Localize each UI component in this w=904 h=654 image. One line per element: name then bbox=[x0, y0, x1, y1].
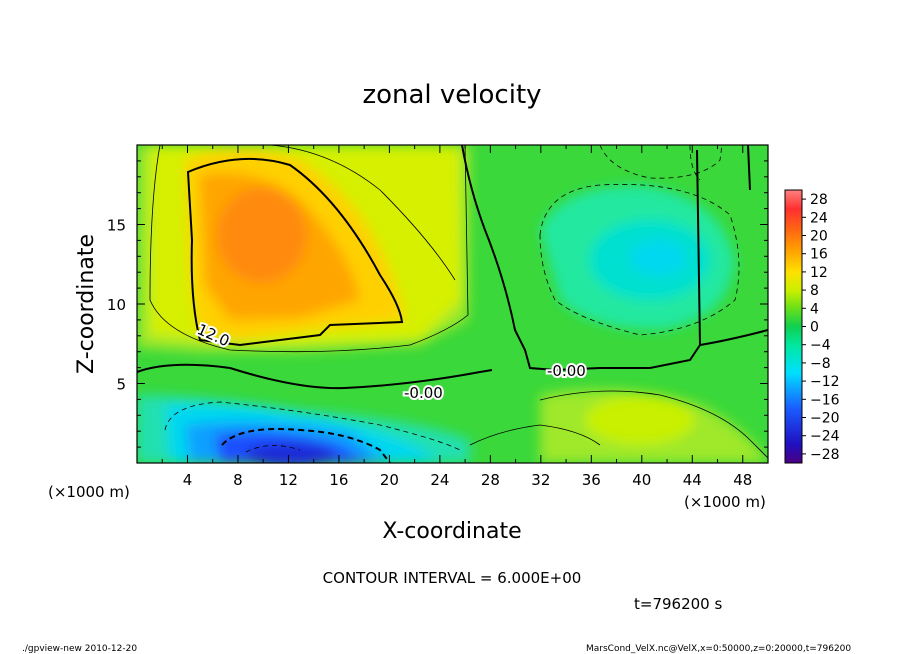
colorbar-tick-label: −4 bbox=[810, 338, 831, 354]
colorbar-tick-label: −28 bbox=[810, 447, 840, 463]
colorbar-tick-label: 12 bbox=[810, 265, 828, 281]
colorbar-tick-label: 8 bbox=[810, 283, 819, 299]
x-tick-label: 44 bbox=[683, 471, 702, 489]
x-tick-label: 28 bbox=[481, 471, 500, 489]
colorbar-tick-label: −8 bbox=[810, 356, 831, 372]
y-axis: 5 10 15 bbox=[107, 160, 768, 448]
contour-interval-text: CONTOUR INTERVAL = 6.000E+00 bbox=[323, 569, 582, 587]
heatmap-field bbox=[137, 145, 768, 463]
colorbar-tick-label: 0 bbox=[810, 320, 819, 336]
time-text: t=796200 s bbox=[634, 595, 722, 613]
x-tick-label: 32 bbox=[531, 471, 550, 489]
colorbar-tick-label: −20 bbox=[810, 411, 840, 427]
colorbar-tick-label: −16 bbox=[810, 392, 840, 408]
y-axis-label: Z-coordinate bbox=[74, 234, 99, 374]
colorbar-tick-label: 20 bbox=[810, 229, 828, 245]
y-tick-label: 10 bbox=[107, 296, 126, 314]
colorbar-tick-label: −12 bbox=[810, 374, 840, 390]
footer-left: ./gpview-new 2010-12-20 bbox=[22, 644, 137, 654]
x-axis: 4 8 12 16 20 24 28 32 36 40 44 48 bbox=[161, 145, 752, 489]
contour-label-zero-lower: -0.00 bbox=[404, 384, 443, 402]
x-tick-label: 4 bbox=[183, 471, 193, 489]
x-tick-label: 16 bbox=[329, 471, 348, 489]
contour-lines bbox=[137, 145, 768, 463]
x-tick-label: 24 bbox=[430, 471, 449, 489]
colorbar-scale bbox=[784, 189, 803, 464]
colorbar-tick-label: −24 bbox=[810, 429, 840, 445]
x-axis-label: X-coordinate bbox=[382, 519, 521, 544]
x-unit-label-left: (×1000 m) bbox=[48, 483, 130, 501]
contour-label-zero-right: -0.00 bbox=[547, 362, 586, 380]
x-tick-label: 8 bbox=[233, 471, 243, 489]
y-tick-label: 5 bbox=[116, 376, 126, 394]
x-unit-label-right: (×1000 m) bbox=[684, 493, 766, 511]
x-tick-label: 12 bbox=[279, 471, 298, 489]
x-tick-label: 20 bbox=[380, 471, 399, 489]
chart-title: zonal velocity bbox=[362, 80, 541, 110]
colorbar-tick-label: 28 bbox=[810, 192, 828, 208]
colorbar-tick-label: 24 bbox=[810, 210, 828, 226]
x-tick-label: 40 bbox=[632, 471, 651, 489]
colorbar-tick-label: 16 bbox=[810, 247, 828, 263]
x-tick-label: 48 bbox=[733, 471, 752, 489]
y-tick-label: 15 bbox=[107, 217, 126, 235]
colorbar: 28 24 20 16 12 8 4 0 −4 −8 −12 −16 −20 −24 −28 bbox=[784, 189, 840, 464]
colorbar-tick-label: 4 bbox=[810, 301, 819, 317]
x-tick-label: 36 bbox=[582, 471, 601, 489]
footer-right: MarsCond_VelX.nc@VelX,x=0:50000,z=0:2000… bbox=[586, 644, 851, 654]
